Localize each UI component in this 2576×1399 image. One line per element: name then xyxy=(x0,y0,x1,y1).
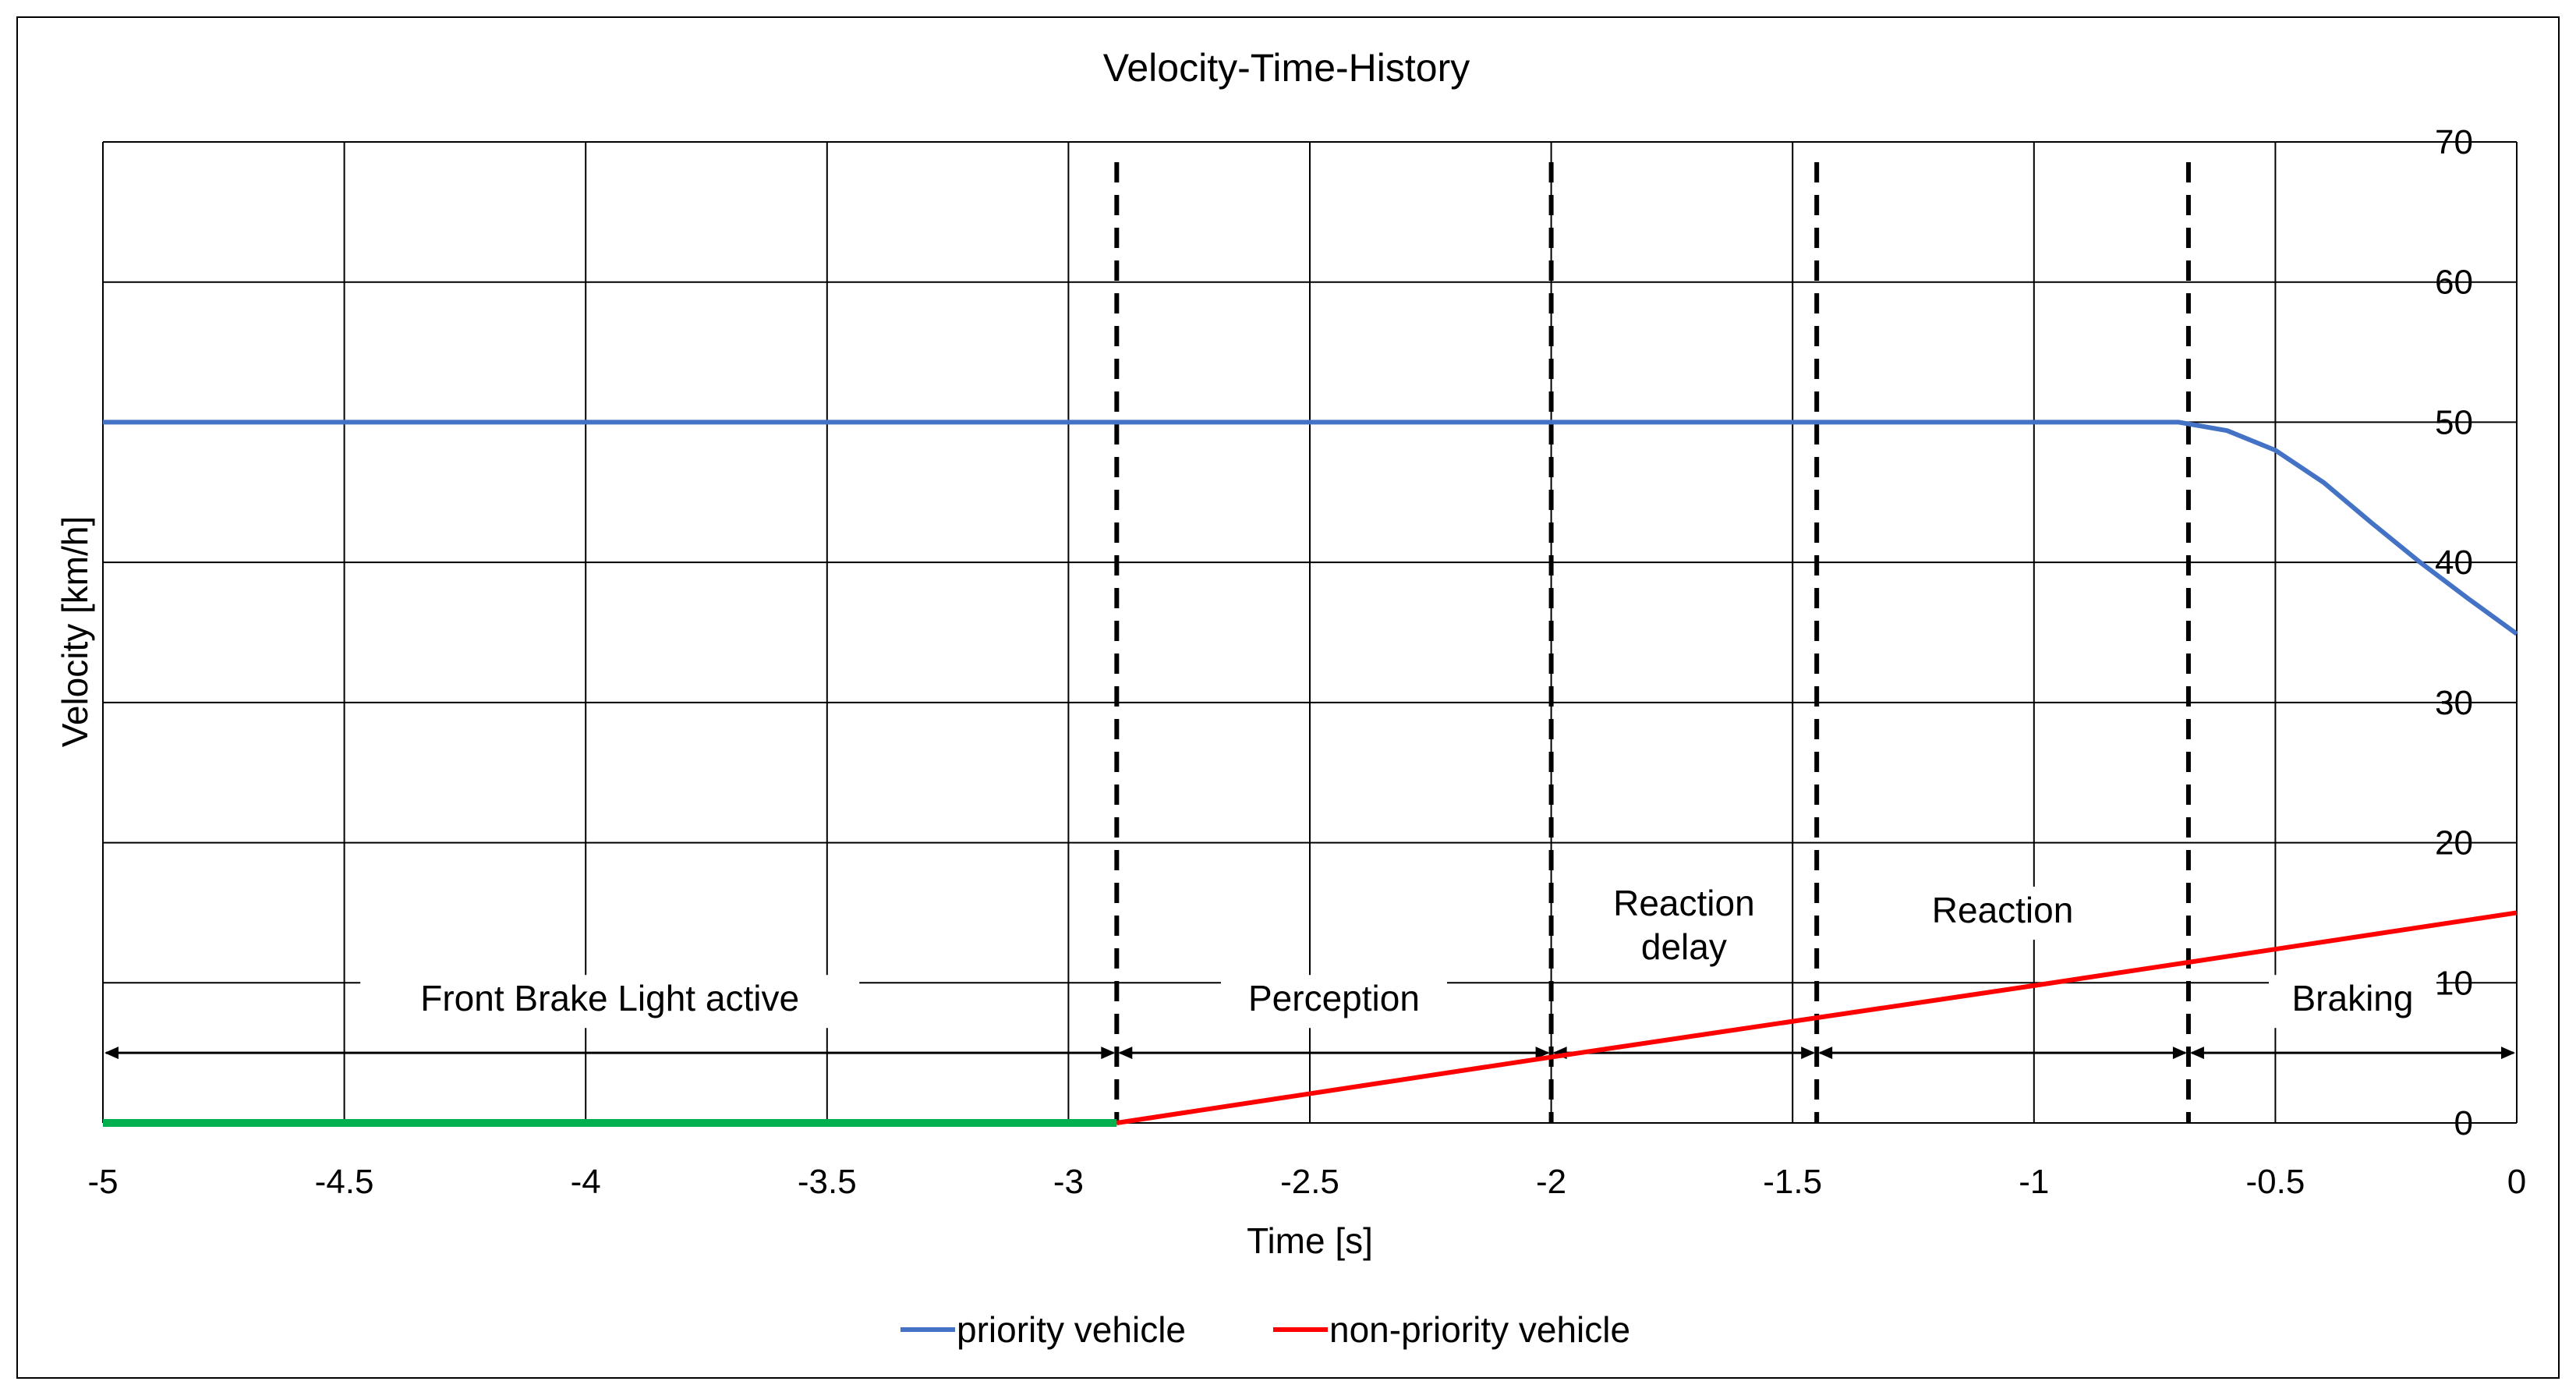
x-tick-label-7: -1.5 xyxy=(1763,1163,1822,1201)
x-tick-label-10: 0 xyxy=(2507,1163,2526,1201)
series-line-priority-vehicle xyxy=(103,420,2518,636)
y-tick-label-0: 0 xyxy=(2454,1104,2473,1142)
y-tick-labels: 0 10 20 30 40 50 60 70 xyxy=(2435,123,2473,1142)
phase-arrowhead-start-4 xyxy=(2189,1047,2204,1060)
y-tick-label-6: 60 xyxy=(2435,264,2473,302)
phase-arrowhead-start-1 xyxy=(1118,1047,1133,1060)
chart-border xyxy=(16,16,2560,1379)
x-tick-label-4: -3 xyxy=(1053,1163,1084,1201)
y-tick-label-5: 50 xyxy=(2435,403,2473,441)
phase-arrowhead-start-0 xyxy=(104,1047,119,1060)
y-tick-label-7: 70 xyxy=(2435,123,2473,161)
phase-label-bg-3 xyxy=(1909,887,2097,940)
x-tick-label-2: -4 xyxy=(571,1163,601,1201)
phase-label-bg-2 xyxy=(1590,880,1778,977)
y-axis-title: Velocity [km/h] xyxy=(55,516,95,748)
phase-label-3: Reaction xyxy=(1932,890,2074,930)
x-tick-label-9: -0.5 xyxy=(2245,1163,2305,1201)
chart-title: Velocity-Time-History xyxy=(1103,46,1470,90)
legend: priority vehicle non-priority vehicle xyxy=(901,1309,1630,1350)
phase-arrowhead-start-3 xyxy=(1818,1047,1833,1060)
phase-arrowhead-end-4 xyxy=(2501,1047,2515,1060)
phase-arrows xyxy=(104,1047,2515,1060)
phase-arrowhead-end-0 xyxy=(1101,1047,1116,1060)
x-tick-label-1: -4.5 xyxy=(315,1163,374,1201)
legend-label-non-priority-vehicle: non-priority vehicle xyxy=(1329,1309,1630,1350)
phase-arrowhead-end-2 xyxy=(1801,1047,1816,1060)
y-tick-label-2: 20 xyxy=(2435,824,2473,862)
x-tick-label-3: -3.5 xyxy=(798,1163,857,1201)
phase-label-bg-4 xyxy=(2268,975,2436,1029)
legend-label-priority-vehicle: priority vehicle xyxy=(957,1309,1186,1350)
phase-arrowhead-end-1 xyxy=(1535,1047,1550,1060)
x-tick-label-6: -2 xyxy=(1536,1163,1566,1201)
phase-label-0: Front Brake Light active xyxy=(420,978,799,1018)
phase-label-4: Braking xyxy=(2291,978,2413,1018)
x-tick-label-5: -2.5 xyxy=(1280,1163,1339,1201)
x-tick-label-0: -5 xyxy=(87,1163,118,1201)
phase-label-1: Perception xyxy=(1248,978,1420,1018)
phase-label-bg-0 xyxy=(360,975,860,1029)
x-axis-title: Time [s] xyxy=(1247,1220,1373,1261)
phase-label-2: Reaction delay xyxy=(1613,883,1755,967)
x-tick-label-8: -1 xyxy=(2019,1163,2049,1201)
x-tick-labels: -5 -4.5 -4 -3.5 -3 -2.5 -2 -1.5 -1 -0.5 0 xyxy=(87,1163,2526,1201)
y-tick-label-4: 40 xyxy=(2435,544,2473,582)
series-line-non-priority-vehicle xyxy=(1116,910,2518,1125)
phase-labels: Front Brake Light active Perception Reacti… xyxy=(360,880,2436,1029)
series xyxy=(103,420,2518,1127)
y-tick-label-3: 30 xyxy=(2435,684,2473,722)
phase-arrowhead-end-3 xyxy=(2172,1047,2187,1060)
y-tick-label-1: 10 xyxy=(2435,964,2473,1002)
phase-label-bg-1 xyxy=(1220,975,1447,1029)
